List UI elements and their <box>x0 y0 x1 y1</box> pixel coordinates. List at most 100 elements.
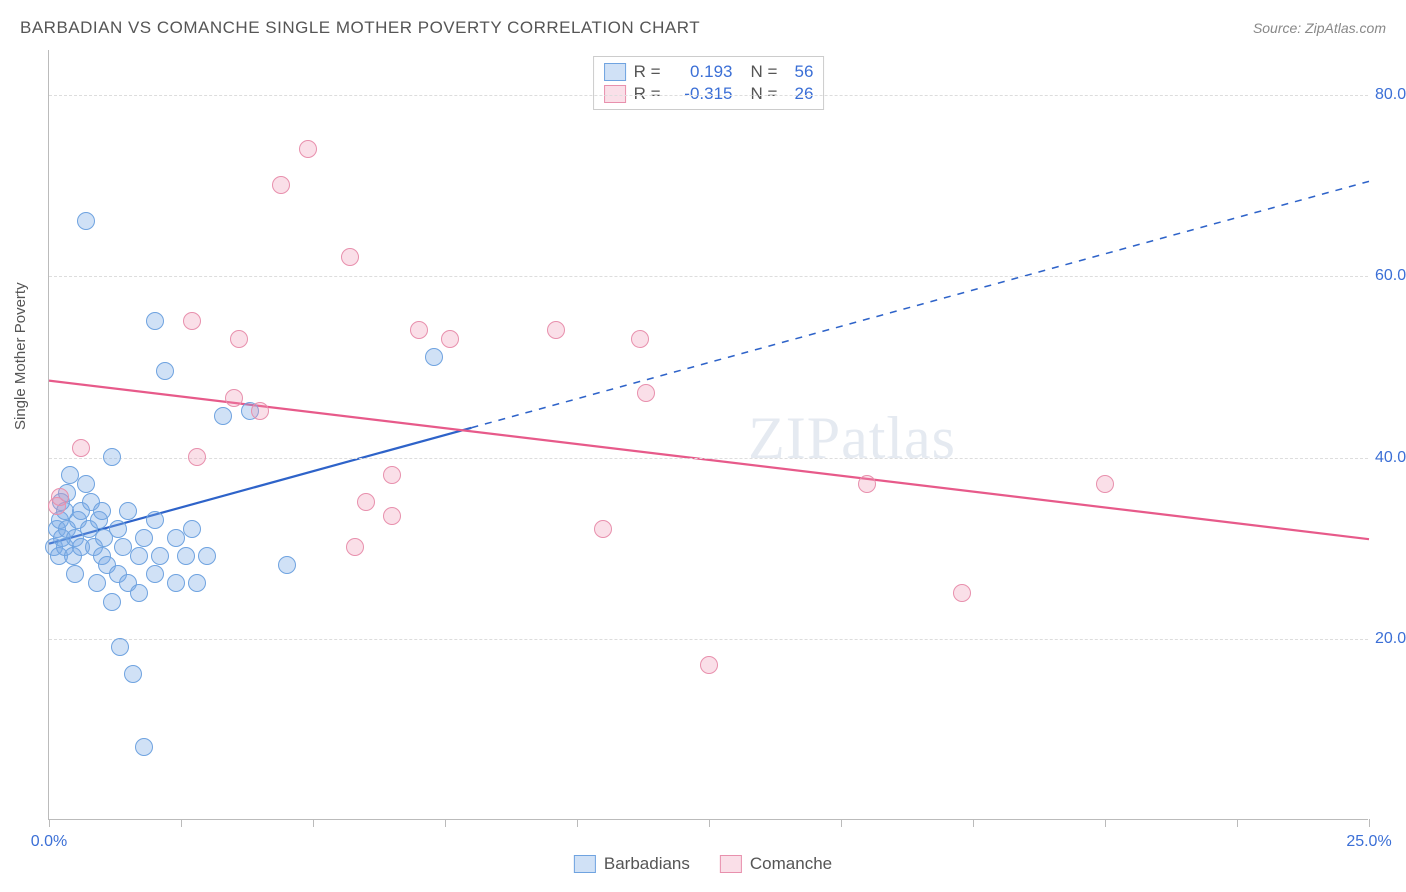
data-point <box>631 330 649 348</box>
data-point <box>103 448 121 466</box>
data-point <box>953 584 971 602</box>
gridline-h <box>49 458 1368 459</box>
y-axis-label: Single Mother Poverty <box>12 282 29 430</box>
data-point <box>637 384 655 402</box>
x-tick-label: 0.0% <box>31 833 67 851</box>
r-label: R = <box>634 62 661 82</box>
data-point <box>88 574 106 592</box>
data-point <box>383 507 401 525</box>
data-point <box>93 502 111 520</box>
x-tick <box>1237 819 1238 827</box>
data-point <box>198 547 216 565</box>
x-tick-label: 25.0% <box>1346 833 1391 851</box>
data-point <box>183 520 201 538</box>
source-label: Source: ZipAtlas.com <box>1253 20 1386 36</box>
data-point <box>594 520 612 538</box>
n-label: N = <box>751 84 778 104</box>
x-tick <box>181 819 182 827</box>
data-point <box>251 402 269 420</box>
data-point <box>167 574 185 592</box>
series-legend: Barbadians Comanche <box>574 854 832 874</box>
x-tick <box>709 819 710 827</box>
trend-lines-layer <box>49 50 1368 819</box>
series-legend-item: Comanche <box>720 854 832 874</box>
data-point <box>383 466 401 484</box>
data-point <box>146 565 164 583</box>
y-tick-label: 60.0% <box>1375 267 1406 285</box>
chart-title: BARBADIAN VS COMANCHE SINGLE MOTHER POVE… <box>20 18 700 38</box>
data-point <box>225 389 243 407</box>
series-name: Comanche <box>750 854 832 874</box>
data-point <box>135 529 153 547</box>
data-point <box>214 407 232 425</box>
data-point <box>183 312 201 330</box>
r-label: R = <box>634 84 661 104</box>
n-value: 56 <box>785 62 813 82</box>
x-tick <box>1369 819 1370 827</box>
title-bar: BARBADIAN VS COMANCHE SINGLE MOTHER POVE… <box>20 18 1386 38</box>
data-point <box>272 176 290 194</box>
gridline-h <box>49 276 1368 277</box>
legend-swatch <box>604 85 626 103</box>
data-point <box>425 348 443 366</box>
data-point <box>77 212 95 230</box>
legend-swatch <box>604 63 626 81</box>
x-tick <box>973 819 974 827</box>
data-point <box>77 475 95 493</box>
correlation-legend: R = 0.193 N = 56 R = -0.315 N = 26 <box>593 56 825 110</box>
data-point <box>119 502 137 520</box>
legend-row: R = 0.193 N = 56 <box>604 61 814 83</box>
series-legend-item: Barbadians <box>574 854 690 874</box>
x-tick <box>841 819 842 827</box>
x-tick <box>49 819 50 827</box>
data-point <box>547 321 565 339</box>
data-point <box>151 547 169 565</box>
data-point <box>188 448 206 466</box>
data-point <box>66 565 84 583</box>
data-point <box>130 547 148 565</box>
data-point <box>346 538 364 556</box>
x-tick <box>1105 819 1106 827</box>
data-point <box>299 140 317 158</box>
legend-row: R = -0.315 N = 26 <box>604 83 814 105</box>
plot-area: ZIPatlas R =0.193N =56R =-0.315N =26 20.… <box>48 50 1368 820</box>
gridline-h <box>49 95 1368 96</box>
data-point <box>124 665 142 683</box>
legend-swatch <box>574 855 596 873</box>
data-point <box>156 362 174 380</box>
data-point <box>230 330 248 348</box>
x-tick <box>445 819 446 827</box>
x-tick <box>313 819 314 827</box>
n-value: 26 <box>785 84 813 104</box>
data-point <box>278 556 296 574</box>
data-point <box>1096 475 1114 493</box>
series-name: Barbadians <box>604 854 690 874</box>
data-point <box>51 488 69 506</box>
data-point <box>111 638 129 656</box>
data-point <box>146 312 164 330</box>
data-point <box>72 439 90 457</box>
data-point <box>109 520 127 538</box>
data-point <box>441 330 459 348</box>
data-point <box>177 547 195 565</box>
legend-swatch <box>720 855 742 873</box>
r-value: -0.315 <box>669 84 733 104</box>
data-point <box>135 738 153 756</box>
data-point <box>410 321 428 339</box>
x-tick <box>577 819 578 827</box>
data-point <box>700 656 718 674</box>
data-point <box>188 574 206 592</box>
y-tick-label: 20.0% <box>1375 630 1406 648</box>
y-tick-label: 80.0% <box>1375 86 1406 104</box>
r-value: 0.193 <box>669 62 733 82</box>
data-point <box>357 493 375 511</box>
gridline-h <box>49 639 1368 640</box>
trend-line-dashed <box>471 181 1369 427</box>
n-label: N = <box>751 62 778 82</box>
data-point <box>130 584 148 602</box>
data-point <box>146 511 164 529</box>
chart-container: BARBADIAN VS COMANCHE SINGLE MOTHER POVE… <box>0 0 1406 892</box>
data-point <box>341 248 359 266</box>
y-tick-label: 40.0% <box>1375 449 1406 467</box>
data-point <box>103 593 121 611</box>
